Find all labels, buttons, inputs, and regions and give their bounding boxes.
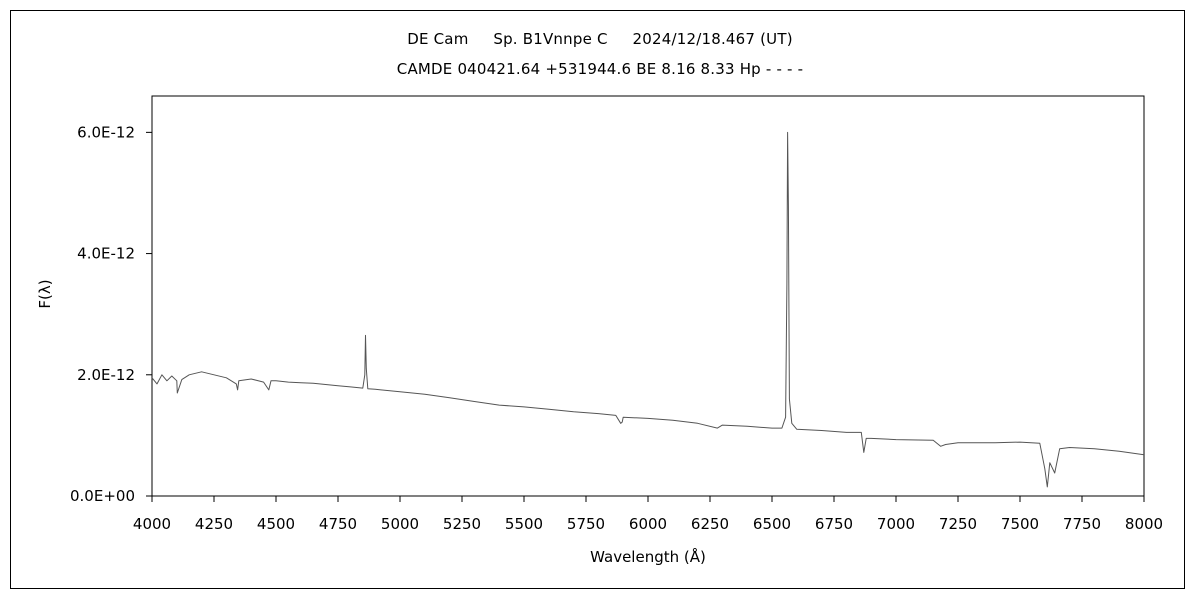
- x-tick-label: 6500: [753, 515, 791, 533]
- title-spectral-type: Sp. B1Vnnpe C: [493, 30, 608, 48]
- x-tick-label: 6750: [815, 515, 853, 533]
- x-tick-label: 4250: [195, 515, 233, 533]
- x-tick-label: 7250: [939, 515, 977, 533]
- plot-area-border: [151, 95, 1145, 497]
- x-tick-label: 7000: [877, 515, 915, 533]
- subtitle-text: CAMDE 040421.64 +531944.6 BE 8.16 8.33 H…: [396, 60, 804, 78]
- y-tick-label: 4.0E-12: [77, 245, 135, 263]
- x-tick-label: 5500: [505, 515, 543, 533]
- x-axis-label: Wavelength (Å): [590, 547, 706, 566]
- x-tick-label: 5000: [381, 515, 419, 533]
- x-tick-label: 7750: [1063, 515, 1101, 533]
- x-tick-label: 5250: [443, 515, 481, 533]
- spectrum-line-series-0: [151, 131, 1145, 488]
- y-tick-label: 0.0E+00: [70, 487, 135, 505]
- y-tick-label: 6.0E-12: [77, 123, 135, 141]
- title-observation-date: 2024/12/18.467 (UT): [632, 30, 793, 48]
- x-tick-label: 4750: [319, 515, 357, 533]
- x-tick-label: 4000: [133, 515, 171, 533]
- x-tick-label: 7500: [1001, 515, 1039, 533]
- x-tick-label: 4500: [257, 515, 295, 533]
- figure-frame: [10, 10, 1185, 589]
- x-tick-label: 6250: [691, 515, 729, 533]
- y-axis-label: F(λ): [36, 279, 54, 308]
- chart-subtitle: CAMDE 040421.64 +531944.6 BE 8.16 8.33 H…: [0, 60, 1200, 78]
- x-tick-label: 5750: [567, 515, 605, 533]
- x-tick-label: 6000: [629, 515, 667, 533]
- x-tick-label: 8000: [1125, 515, 1163, 533]
- title-object-name: DE Cam: [407, 30, 469, 48]
- y-tick-label: 2.0E-12: [77, 366, 135, 384]
- chart-title: DE Cam Sp. B1Vnnpe C 2024/12/18.467 (UT): [0, 30, 1200, 48]
